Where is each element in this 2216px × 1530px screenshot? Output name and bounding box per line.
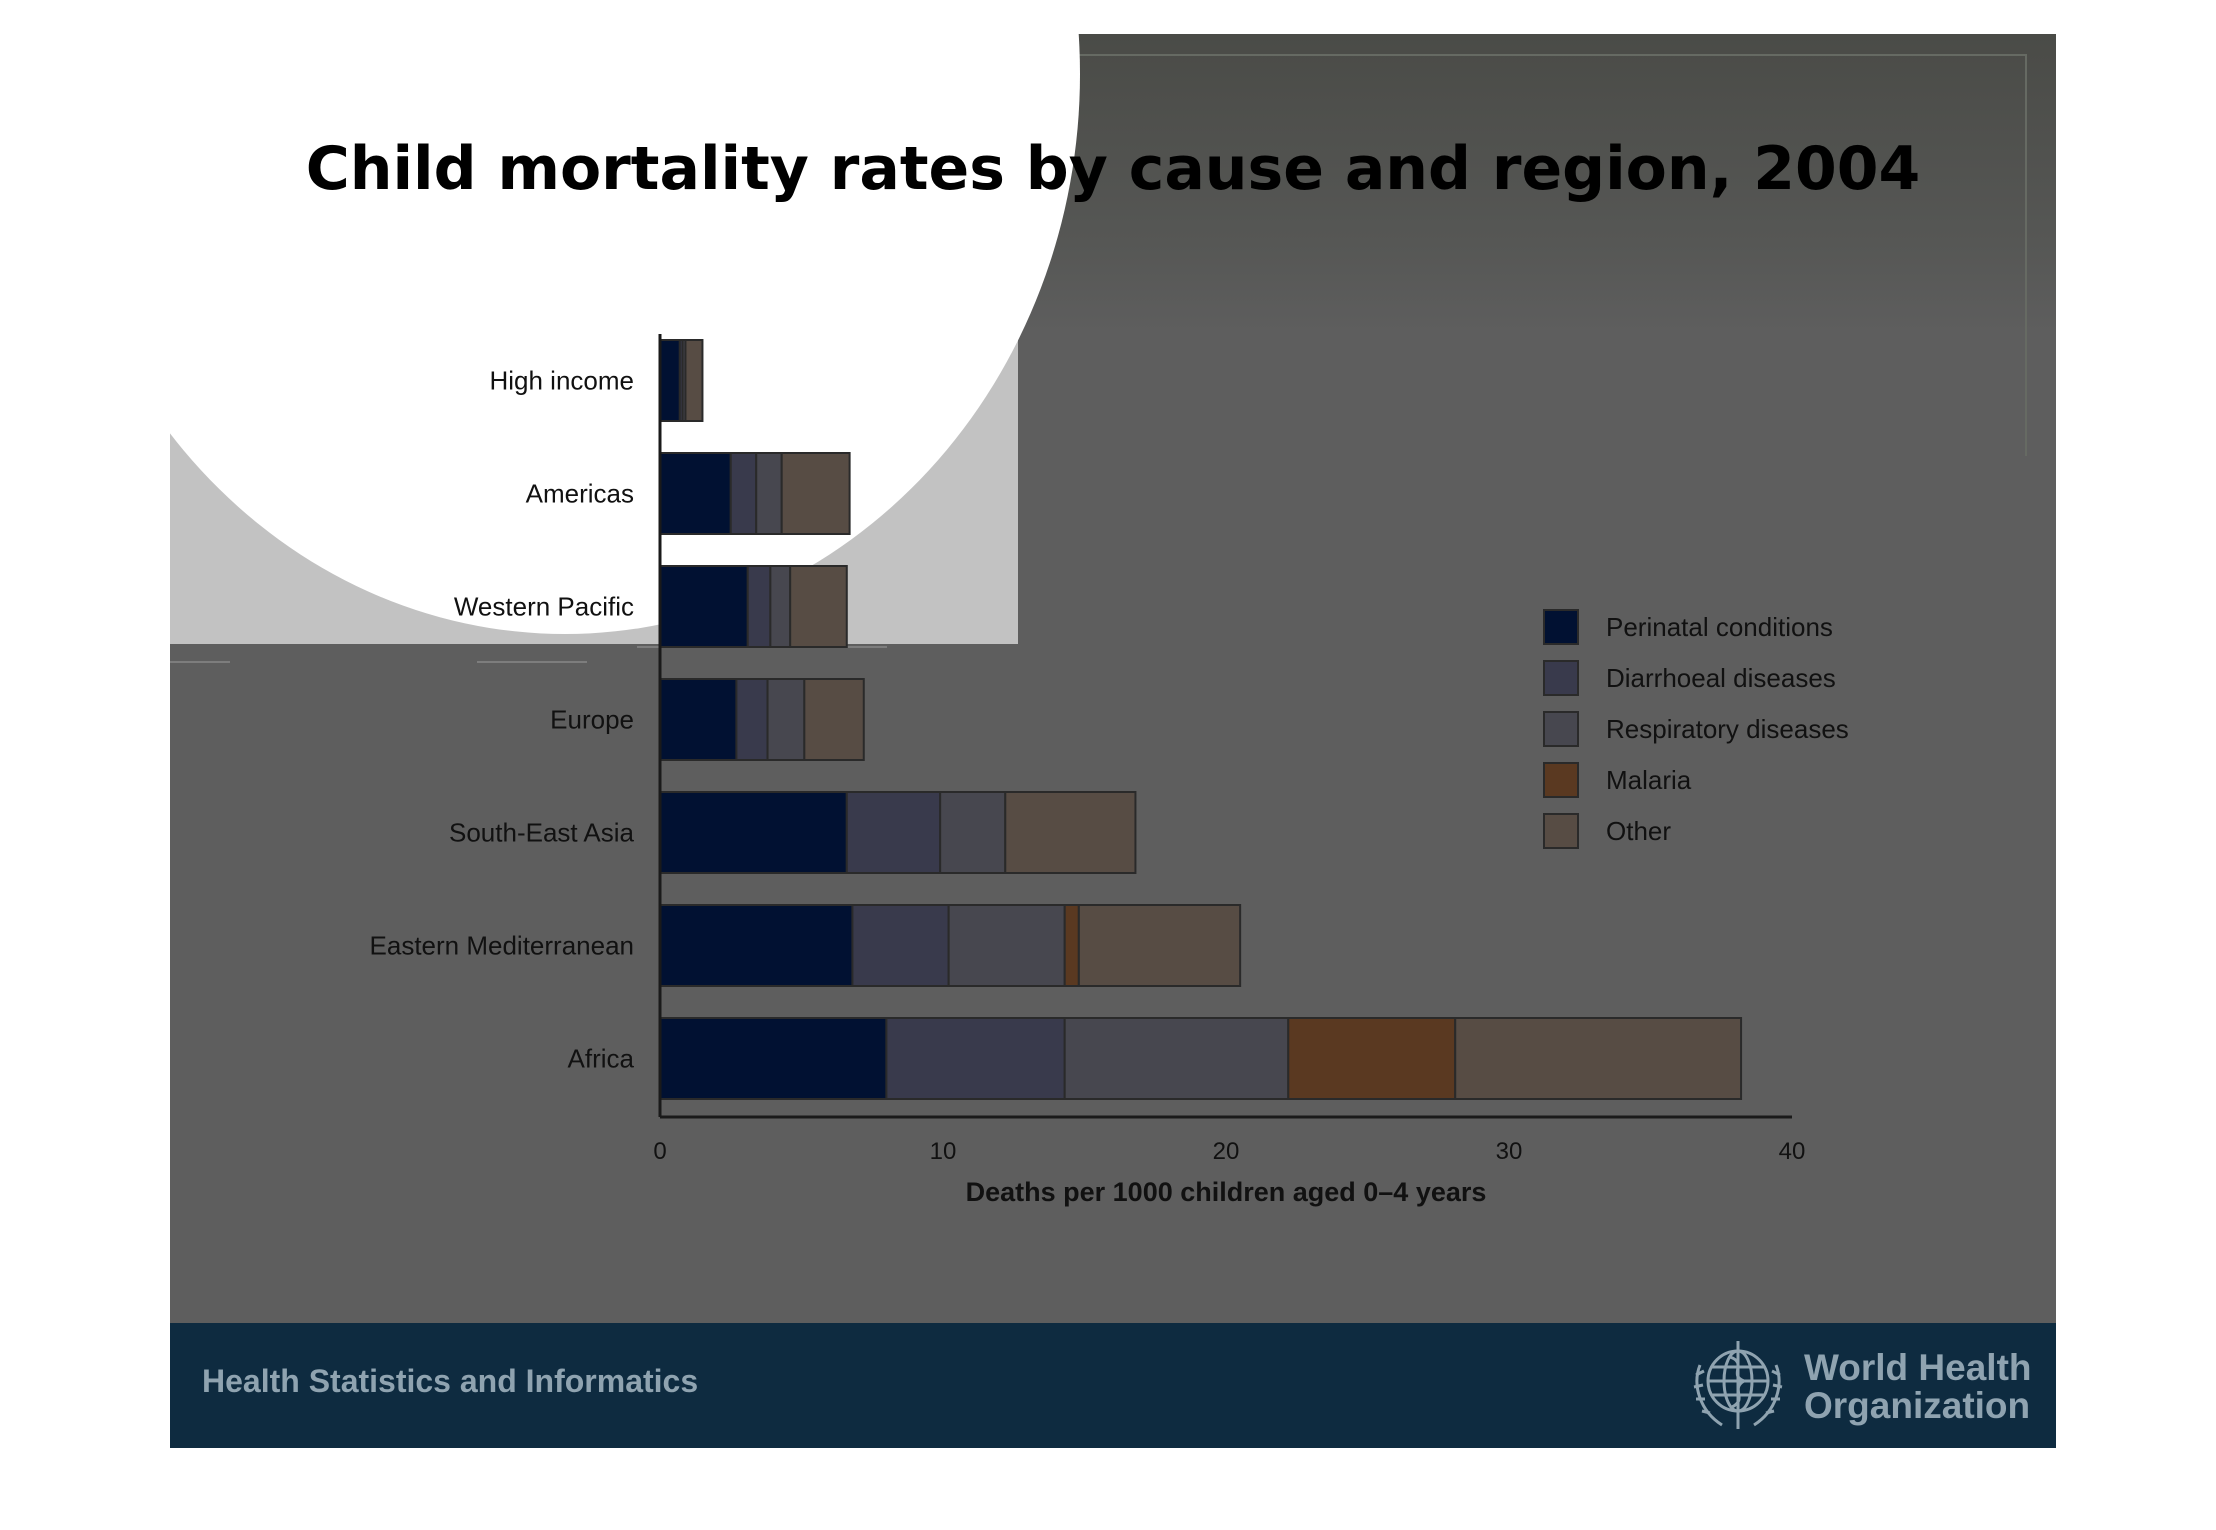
chart: High income Americas Western Pacific Europe…: [370, 334, 1849, 1207]
bars-group: [659, 339, 1743, 1100]
bar-segment: [659, 904, 854, 987]
who-emblem-icon: [1693, 1341, 1783, 1429]
bar-segment: [1287, 1017, 1457, 1100]
x-tick-label: 10: [930, 1138, 957, 1165]
legend-label: Malaria: [1606, 765, 1692, 795]
footer-bar: Health Statistics and Informatics World …: [170, 1323, 2056, 1448]
background-line: [170, 661, 230, 663]
who-name-line2: Organization: [1804, 1385, 2031, 1426]
bar-segment: [939, 791, 1007, 874]
legend-swatch: [1543, 609, 1579, 645]
bar-segment: [1454, 1017, 1743, 1100]
bar-segment: [947, 904, 1066, 987]
bar-segment: [659, 1017, 888, 1100]
category-label: Europe: [550, 705, 634, 735]
bar-segment: [780, 452, 851, 535]
who-name-line1: World Health: [1804, 1347, 2032, 1388]
x-axis-title: Deaths per 1000 children aged 0–4 years: [966, 1177, 1487, 1207]
bar-segment: [789, 565, 848, 648]
background-cloud-fill: [170, 34, 950, 394]
bar-segment: [769, 565, 792, 648]
chart-title: Child mortality rates by cause and regio…: [305, 134, 1921, 204]
bar-segment: [803, 678, 865, 761]
bar-segment: [851, 904, 950, 987]
x-axis-group: 0 10 20 30 40: [653, 334, 1805, 1165]
category-label: South-East Asia: [449, 818, 635, 848]
bar-segment: [1063, 1017, 1290, 1100]
x-tick-label: 0: [653, 1138, 666, 1165]
category-label: Africa: [568, 1044, 635, 1074]
x-tick-label: 30: [1496, 1138, 1523, 1165]
background-frame: [1020, 54, 2027, 456]
bar-segment: [746, 565, 772, 648]
category-label: Western Pacific: [454, 592, 634, 622]
bar-segment: [659, 339, 681, 422]
bar-segment: [1004, 791, 1137, 874]
x-tick-label: 20: [1213, 1138, 1240, 1165]
legend-label: Respiratory diseases: [1606, 714, 1849, 744]
bar-segment: [659, 791, 848, 874]
legend-label: Perinatal conditions: [1606, 612, 1833, 642]
background-line: [477, 661, 587, 663]
who-name: World Health Organization: [1804, 1349, 2032, 1425]
bar-segment: [659, 678, 738, 761]
legend-label: Other: [1606, 816, 1671, 846]
bar-segment: [735, 678, 769, 761]
bar-segment: [766, 678, 806, 761]
legend-swatch: [1543, 660, 1579, 696]
bar-segment: [659, 565, 749, 648]
legend-swatch: [1543, 813, 1579, 849]
legend-swatch: [1543, 711, 1579, 747]
category-labels-group: High income Americas Western Pacific Europe…: [370, 366, 635, 1074]
bar-segment: [729, 452, 758, 535]
bar-segment: [1077, 904, 1242, 987]
slide: Child mortality rates by cause and regio…: [170, 34, 2056, 1448]
bar-segment: [845, 791, 942, 874]
bar-segment: [885, 1017, 1066, 1100]
legend-group: Perinatal conditions Diarrhoeal diseases R…: [1543, 609, 1849, 849]
category-label: Americas: [526, 479, 634, 509]
category-label: Eastern Mediterranean: [370, 931, 634, 961]
footer-department: Health Statistics and Informatics: [202, 1363, 699, 1399]
bar-segment: [1063, 904, 1080, 987]
x-tick-label: 40: [1779, 1138, 1806, 1165]
bar-segment: [684, 339, 704, 422]
legend-label: Diarrhoeal diseases: [1606, 663, 1836, 693]
legend-swatch: [1543, 762, 1579, 798]
bar-segment: [755, 452, 783, 535]
category-label: High income: [489, 366, 634, 396]
bar-segment: [659, 452, 732, 535]
